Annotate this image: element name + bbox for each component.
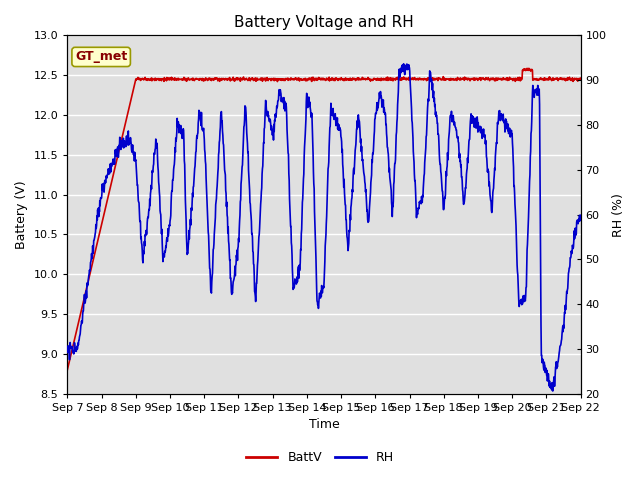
X-axis label: Time: Time (308, 419, 339, 432)
Y-axis label: RH (%): RH (%) (612, 192, 625, 237)
Text: GT_met: GT_met (75, 50, 127, 63)
Title: Battery Voltage and RH: Battery Voltage and RH (234, 15, 414, 30)
Legend: BattV, RH: BattV, RH (241, 446, 399, 469)
Y-axis label: Battery (V): Battery (V) (15, 180, 28, 249)
